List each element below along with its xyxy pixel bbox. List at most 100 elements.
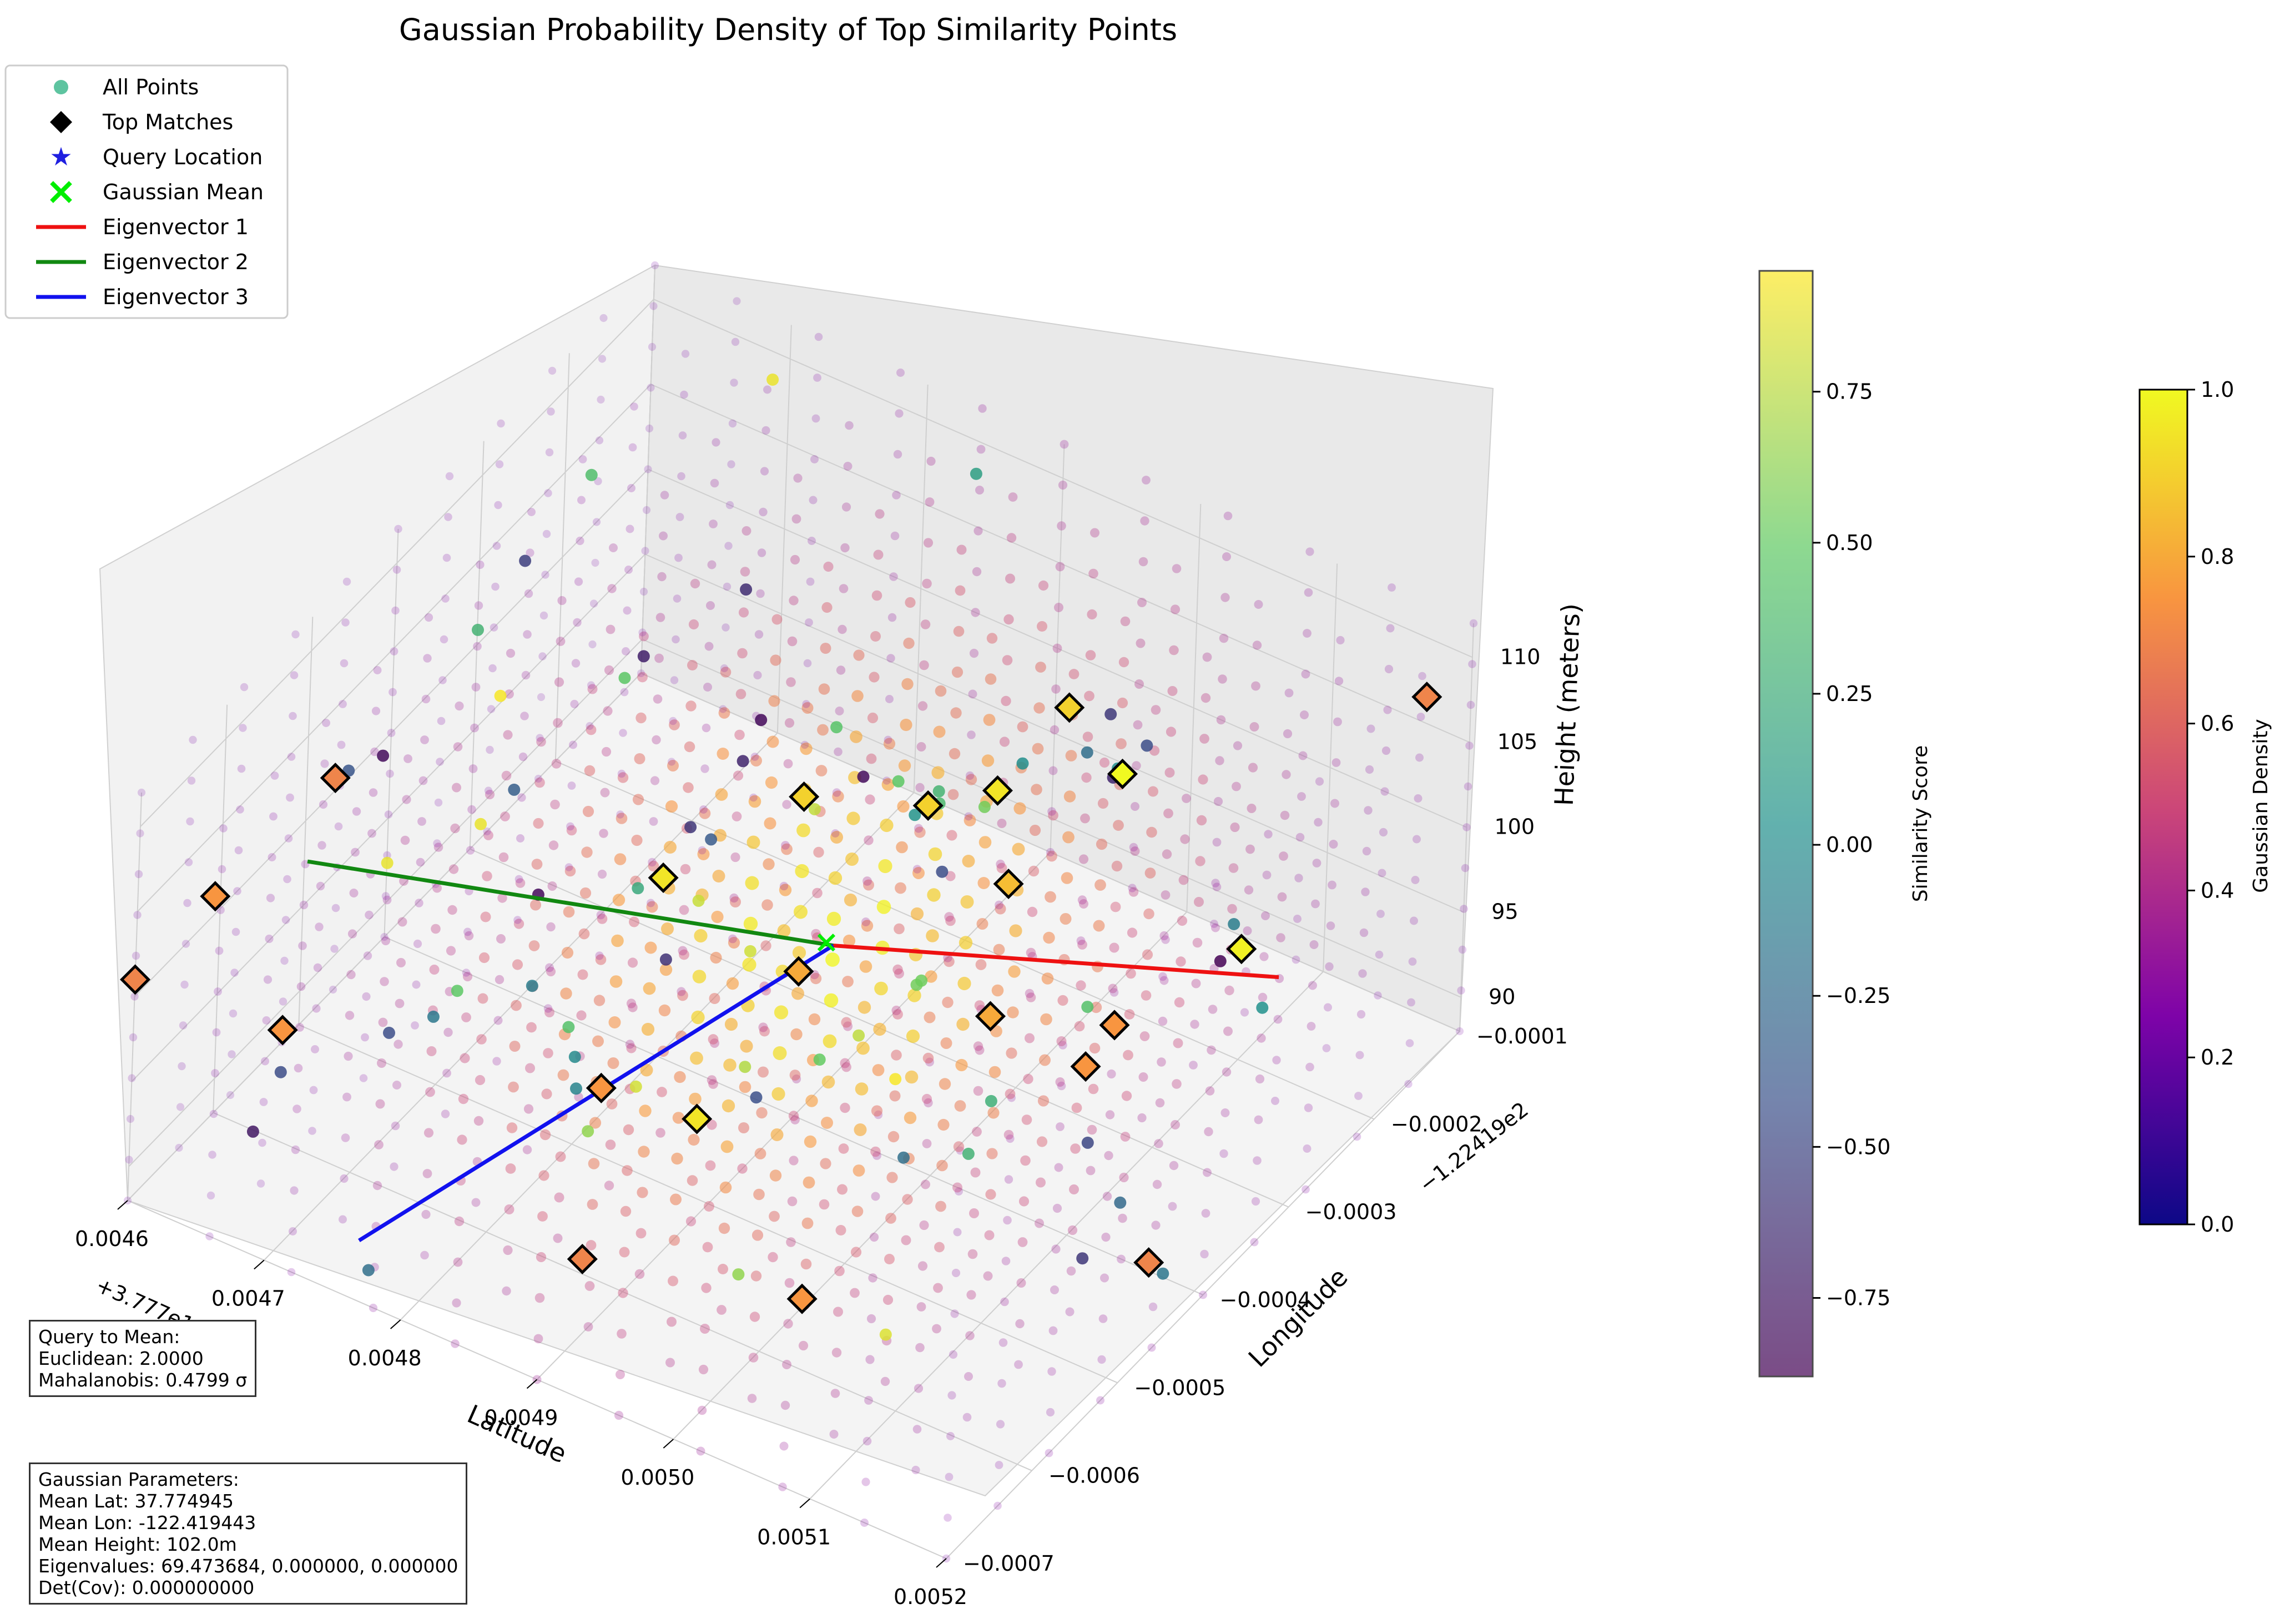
density-point <box>837 1184 848 1195</box>
density-point <box>991 984 1004 997</box>
density-point <box>206 1191 215 1200</box>
density-point <box>453 1257 463 1267</box>
all-points-marker <box>427 1010 440 1023</box>
density-point <box>1130 846 1140 856</box>
density-point <box>894 923 905 935</box>
density-point <box>1123 1050 1133 1061</box>
top-match-marker <box>682 1103 713 1134</box>
density-point <box>1121 1091 1132 1101</box>
density-point <box>1224 985 1234 996</box>
density-point <box>702 1242 713 1253</box>
density-point <box>426 1046 437 1056</box>
density-point <box>764 817 776 830</box>
density-point <box>205 1232 214 1240</box>
top-match-marker <box>1099 1010 1130 1041</box>
top-match-marker <box>1226 934 1257 965</box>
density-point <box>1196 815 1207 826</box>
density-point <box>544 489 552 497</box>
top-match-marker <box>982 775 1013 806</box>
density-point <box>914 1384 924 1393</box>
density-point <box>885 695 894 703</box>
density-point <box>966 1290 976 1300</box>
density-point <box>1152 1179 1162 1189</box>
density-point <box>483 827 491 836</box>
density-point <box>1008 965 1021 978</box>
gaussian-mean-x <box>817 934 836 952</box>
all-points-marker <box>970 467 982 480</box>
density-point <box>1366 724 1375 733</box>
density-point <box>1085 650 1096 660</box>
density-point <box>400 835 410 845</box>
density-point <box>1148 786 1158 797</box>
density-point <box>733 770 744 781</box>
all-points-marker <box>1104 708 1117 720</box>
density-point <box>986 633 998 644</box>
density-point <box>1223 1026 1233 1036</box>
density-point <box>700 764 709 773</box>
density-point <box>1039 1054 1051 1066</box>
density-point <box>1353 1132 1361 1141</box>
density-point <box>528 940 540 951</box>
density-point <box>1061 872 1073 884</box>
density-point <box>1079 899 1088 909</box>
density-point <box>509 1041 521 1052</box>
similarity-colorbar: 0.75 0.50 0.25 0.00 −0.25 −0.50 −0.75 Similari… <box>1758 270 1932 1378</box>
density-point <box>287 1268 296 1277</box>
density-point <box>950 1309 959 1318</box>
density-point <box>133 911 142 919</box>
density-point <box>699 805 708 814</box>
density-point <box>987 1107 1000 1119</box>
density-point <box>394 524 402 533</box>
info-line: Mahalanobis: 0.4799 σ <box>38 1369 248 1391</box>
all-points-marker <box>962 1147 975 1160</box>
density-point <box>1082 732 1093 742</box>
density-point <box>226 1091 235 1100</box>
density-point <box>1090 528 1099 538</box>
density-point <box>607 584 617 593</box>
density-point <box>634 753 645 764</box>
density-point <box>1105 1110 1115 1119</box>
density-point <box>1414 794 1423 803</box>
density-point <box>1325 962 1334 971</box>
density-point <box>1303 629 1312 638</box>
density-point <box>1134 679 1144 689</box>
info-line: Mean Lon: -122.419443 <box>38 1512 256 1534</box>
info-line: Eigenvalues: 69.473684, 0.000000, 0.0000… <box>38 1555 458 1577</box>
density-point <box>626 1043 637 1053</box>
tick-mark <box>390 1319 401 1329</box>
density-point <box>669 717 677 725</box>
density-point <box>1077 895 1087 905</box>
density-point <box>886 654 895 663</box>
density-point <box>386 769 394 778</box>
density-point <box>1462 823 1471 831</box>
density-point <box>1212 838 1222 847</box>
density-point <box>814 332 823 341</box>
density-point <box>768 1252 778 1263</box>
top-match-marker <box>648 862 679 893</box>
density-point <box>286 793 294 802</box>
density-point <box>800 740 809 749</box>
all-points-marker <box>705 833 718 846</box>
density-point <box>677 987 686 996</box>
density-point <box>450 823 460 834</box>
density-point <box>189 735 197 744</box>
density-point <box>832 788 841 797</box>
density-point <box>637 669 645 677</box>
density-point <box>476 1034 487 1045</box>
all-points-marker <box>1114 1196 1127 1209</box>
top-match-marker <box>567 1243 598 1275</box>
density-point <box>1120 616 1131 627</box>
density-point <box>665 1358 675 1368</box>
density-point <box>949 748 961 760</box>
density-point <box>737 648 748 659</box>
density-point <box>749 793 758 802</box>
all-points-marker <box>857 770 870 783</box>
tick-mark <box>799 1498 810 1509</box>
density-point <box>308 1127 316 1135</box>
grid-line <box>384 936 1203 1295</box>
density-point <box>1102 1192 1112 1201</box>
density-point <box>291 630 300 639</box>
density-point <box>514 875 523 884</box>
density-point <box>768 695 780 707</box>
density-point <box>645 424 654 433</box>
